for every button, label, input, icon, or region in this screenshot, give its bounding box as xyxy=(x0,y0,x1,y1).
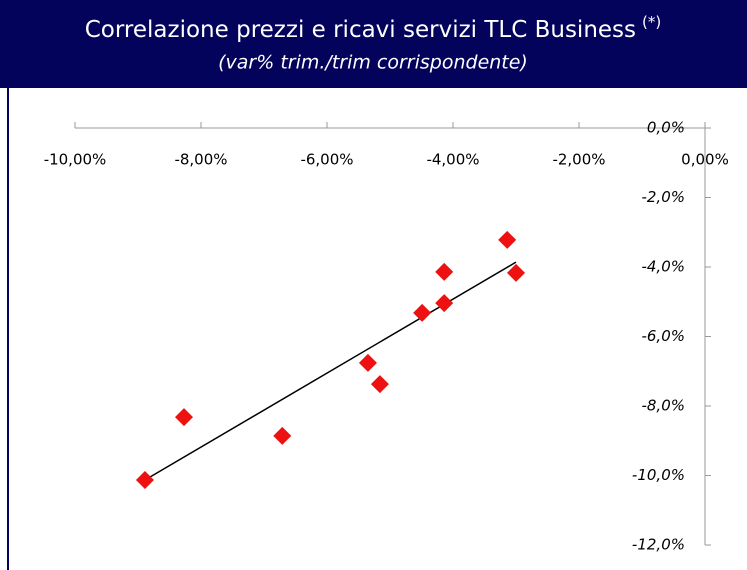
point xyxy=(413,303,432,322)
y-tick-label: 0,0% xyxy=(647,119,685,137)
chart-subtitle: (var% trim./trim corrispondente) xyxy=(218,52,528,74)
y-tick-label: -4,0% xyxy=(641,258,685,276)
y-tick-label: -8,0% xyxy=(641,397,685,415)
title-text: Correlazione prezzi e ricavi servizi TLC… xyxy=(85,17,636,43)
x-tick-label: -2,00% xyxy=(552,151,605,169)
x-tick-label: -4,00% xyxy=(426,151,479,169)
point xyxy=(498,230,517,249)
x-tick-label: -6,00% xyxy=(300,151,353,169)
point xyxy=(370,375,389,394)
chart-title: Correlazione prezzi e ricavi servizi TLC… xyxy=(85,13,662,43)
trendline xyxy=(144,261,517,481)
x-tick-label: -8,00% xyxy=(174,151,227,169)
point xyxy=(174,408,193,427)
x-tick-label: -10,00% xyxy=(44,151,107,169)
point xyxy=(135,471,154,490)
point xyxy=(273,426,292,445)
point xyxy=(358,353,377,372)
point xyxy=(507,263,525,282)
title-note: (*) xyxy=(642,13,661,31)
y-tick-label: -6,0% xyxy=(641,327,685,345)
y-tick-label: -10,0% xyxy=(632,466,685,484)
y-tick-label: -2,0% xyxy=(641,188,685,206)
point xyxy=(435,294,454,313)
header-band xyxy=(0,0,747,88)
y-tick-label: -12,0% xyxy=(632,536,685,554)
x-tick-label: 0,00% xyxy=(681,151,729,169)
point xyxy=(435,262,454,281)
